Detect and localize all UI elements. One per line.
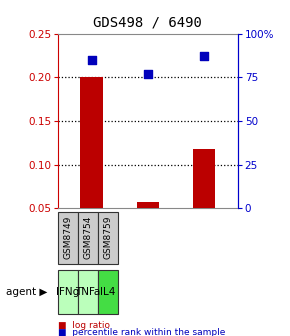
Bar [137, 202, 159, 208]
Point [89, 57, 94, 62]
Text: GSM8754: GSM8754 [84, 216, 93, 259]
Bar [58, 270, 78, 314]
Text: IFNg: IFNg [56, 287, 80, 297]
Text: GSM8749: GSM8749 [64, 216, 72, 259]
Bar [193, 149, 215, 208]
Bar [98, 212, 118, 264]
Text: ■  log ratio: ■ log ratio [58, 322, 110, 330]
Bar [78, 270, 98, 314]
Bar [98, 270, 118, 314]
Title: GDS498 / 6490: GDS498 / 6490 [93, 16, 202, 30]
Text: ■  percentile rank within the sample: ■ percentile rank within the sample [58, 328, 225, 336]
Bar [78, 212, 98, 264]
Bar [58, 212, 78, 264]
Point [146, 71, 150, 77]
Bar [80, 77, 103, 208]
Text: IL4: IL4 [100, 287, 116, 297]
Text: GSM8759: GSM8759 [104, 216, 113, 259]
Point [202, 54, 206, 59]
Text: agent ▶: agent ▶ [6, 287, 47, 297]
Text: TNFa: TNFa [75, 287, 101, 297]
